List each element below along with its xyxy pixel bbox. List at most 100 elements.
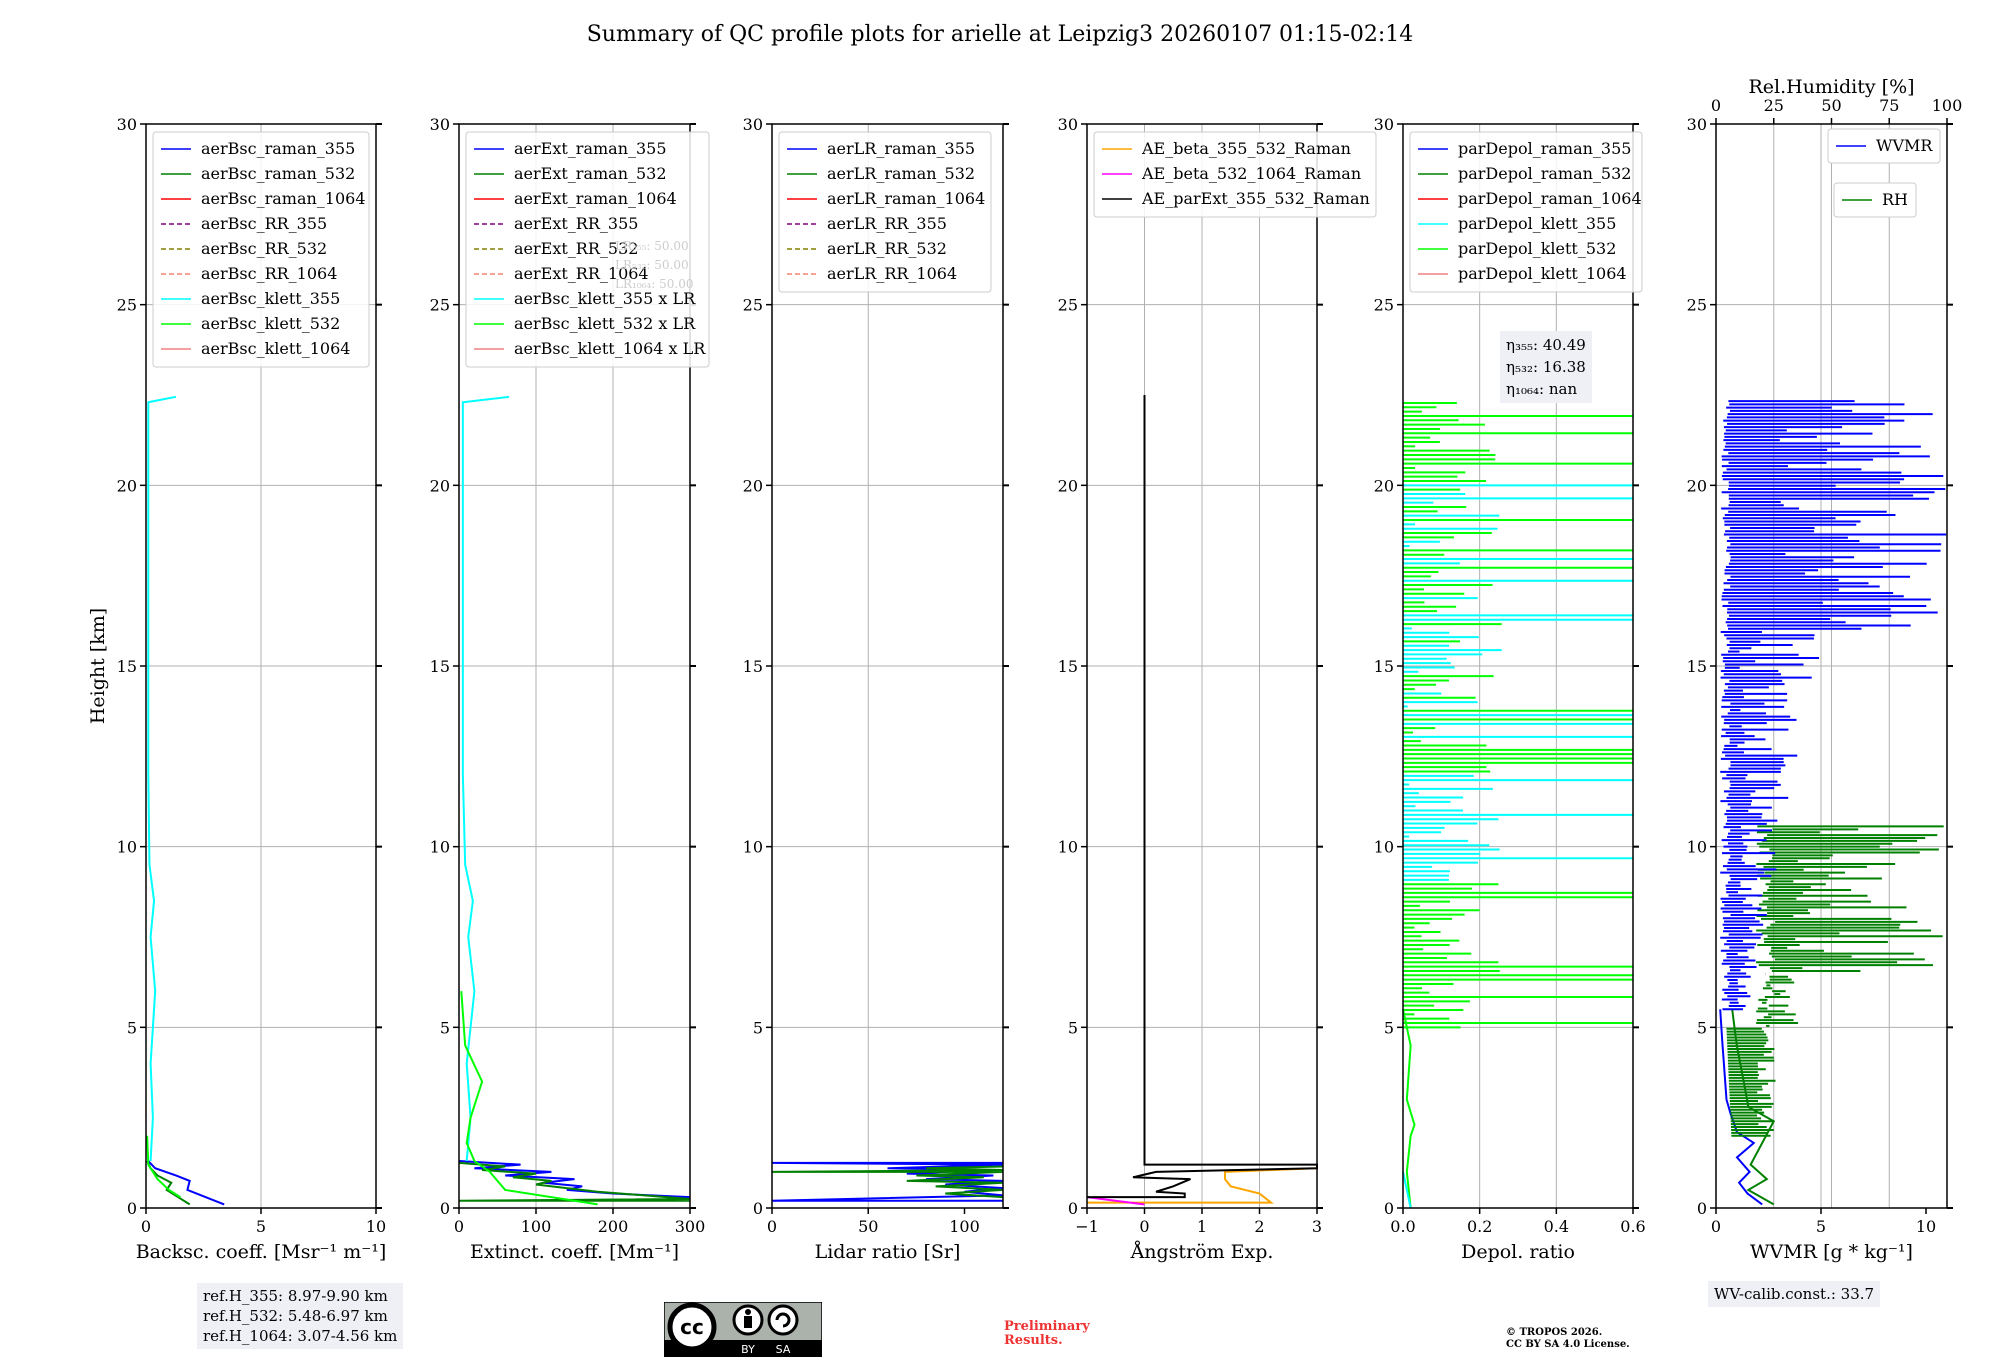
lr-note: LR₅₃₂: 50.00 [615, 258, 689, 272]
ytick-label: 0 [440, 1199, 450, 1218]
legend-label: aerBsc_klett_1064 [201, 339, 350, 358]
legend-label: aerLR_RR_532 [827, 239, 947, 258]
legend-label: WVMR [1876, 136, 1933, 155]
figure-title: Summary of QC profile plots for arielle … [586, 22, 1414, 47]
ytick-label: 0 [753, 1199, 763, 1218]
ytick-label: 15 [1058, 657, 1078, 676]
series-aerBsc_klett_355 [147, 395, 177, 1162]
xtick-label: 100 [949, 1217, 980, 1236]
legend-label: aerBsc_raman_355 [201, 139, 355, 158]
legend-label: aerLR_RR_1064 [827, 264, 957, 283]
top-xtick-label: 25 [1764, 96, 1784, 115]
ytick-label: 30 [1058, 115, 1078, 134]
eta-532: η₅₃₂: 16.38 [1506, 358, 1586, 376]
ytick-label: 10 [430, 838, 450, 857]
legend-label: parDepol_raman_532 [1458, 164, 1631, 183]
xtick-label: 50 [858, 1217, 878, 1236]
xtick-label: 0 [1711, 1217, 1721, 1236]
legend-label: aerBsc_klett_1064 x LR [514, 339, 706, 358]
legend-wvmr: WVMR [1827, 128, 1941, 164]
preliminary-line-2: Results. [1004, 1333, 1063, 1348]
xtick-label: 100 [521, 1217, 552, 1236]
ytick-label: 30 [1687, 115, 1707, 134]
xtick-label: 5 [256, 1217, 266, 1236]
ytick-label: 5 [440, 1018, 450, 1037]
legend-box [1833, 182, 1917, 218]
xtick-label: 0 [141, 1217, 151, 1236]
ytick-label: 30 [430, 115, 450, 134]
ytick-label: 5 [127, 1018, 137, 1037]
legend-label: aerExt_RR_1064 [514, 264, 649, 283]
ytick-label: 5 [1384, 1018, 1394, 1037]
legend-label: aerLR_raman_1064 [827, 189, 985, 208]
xtick-label: 1 [1197, 1217, 1207, 1236]
legend-label: aerBsc_raman_1064 [201, 189, 366, 208]
sa-label: SA [776, 1343, 791, 1356]
legend-label: aerBsc_klett_532 x LR [514, 314, 696, 333]
xtick-label: 0.0 [1390, 1217, 1415, 1236]
legend-label: parDepol_raman_355 [1458, 139, 1631, 158]
legend-label: aerExt_raman_532 [514, 164, 667, 183]
legend: parDepol_raman_355 parDepol_raman_532 parD… [1409, 131, 1643, 293]
ytick-label: 10 [1687, 838, 1707, 857]
xtick-label: 10 [1916, 1217, 1936, 1236]
xtick-label: −1 [1075, 1217, 1099, 1236]
ytick-label: 15 [743, 657, 763, 676]
ytick-label: 15 [1374, 657, 1394, 676]
lr-note: LR₃₅₅: 50.00 [615, 239, 689, 253]
ref-h-532: ref.H_532: 5.48-6.97 km [203, 1307, 388, 1325]
ytick-label: 15 [430, 657, 450, 676]
ytick-label: 20 [1687, 476, 1707, 495]
ytick-label: 5 [1068, 1018, 1078, 1037]
cc-license-badge: cc BY SA [663, 1301, 823, 1358]
wv-calibration-box: WV-calib.const.: 33.7 [1708, 1281, 1881, 1307]
ytick-label: 15 [117, 657, 137, 676]
legend-label: aerLR_raman_532 [827, 164, 975, 183]
legend-label: parDepol_klett_1064 [1458, 264, 1627, 283]
series-parDepol_klett_532-low [1402, 1009, 1416, 1209]
legend: aerExt_raman_355 aerExt_raman_532 aerExt_r… [465, 131, 710, 368]
xtick-label: 0.2 [1467, 1217, 1492, 1236]
ytick-label: 10 [1374, 838, 1394, 857]
legend-label: parDepol_klett_355 [1458, 214, 1616, 233]
legend-box [1093, 131, 1377, 218]
series-group [458, 395, 691, 1206]
legend-label: aerBsc_RR_532 [201, 239, 327, 258]
xtick-label: 0 [454, 1217, 464, 1236]
ytick-label: 10 [743, 838, 763, 857]
series-aerBsc_raman_355 [147, 1160, 225, 1206]
series-aerBsc_klett_355 x LR [461, 395, 510, 1162]
series-aerLR_raman_532 [771, 1165, 1004, 1199]
legend-rh: RH [1833, 182, 1917, 218]
series-parDepol_klett_355-low [1402, 1171, 1412, 1209]
ytick-label: 25 [1058, 296, 1078, 315]
series-WVMR [1719, 1009, 1763, 1206]
xtick-label: 10 [366, 1217, 386, 1236]
legend-label: aerBsc_RR_355 [201, 214, 327, 233]
ytick-label: 10 [1058, 838, 1078, 857]
ytick-label: 25 [117, 296, 137, 315]
ytick-label: 25 [1374, 296, 1394, 315]
ytick-label: 20 [117, 476, 137, 495]
legend: AE_beta_355_532_Raman AE_beta_532_1064_Ra… [1093, 131, 1377, 218]
legend-label: aerBsc_raman_532 [201, 164, 355, 183]
ytick-label: 0 [1384, 1199, 1394, 1218]
preliminary-results-note: Preliminary Results. [1004, 1320, 1090, 1348]
series-aerExt_raman_355 [458, 1160, 691, 1199]
series-AE_parExt_355_532_Raman [1087, 395, 1318, 1199]
xtick-label: 0 [767, 1217, 777, 1236]
ytick-label: 5 [753, 1018, 763, 1037]
xtick-label: 5 [1816, 1217, 1826, 1236]
ref-h-1064: ref.H_1064: 3.07-4.56 km [203, 1327, 398, 1345]
eta-355: η₃₅₅: 40.49 [1506, 336, 1586, 354]
legend-label: aerExt_RR_532 [514, 239, 638, 258]
xaxis-label: Ångström Exp. [1130, 1241, 1274, 1263]
ytick-label: 30 [743, 115, 763, 134]
wv-calib-const: WV-calib.const.: 33.7 [1714, 1285, 1875, 1303]
legend-label: parDepol_klett_532 [1458, 239, 1616, 258]
legend-label: aerLR_RR_355 [827, 214, 947, 233]
top-xtick-label: 100 [1932, 96, 1963, 115]
